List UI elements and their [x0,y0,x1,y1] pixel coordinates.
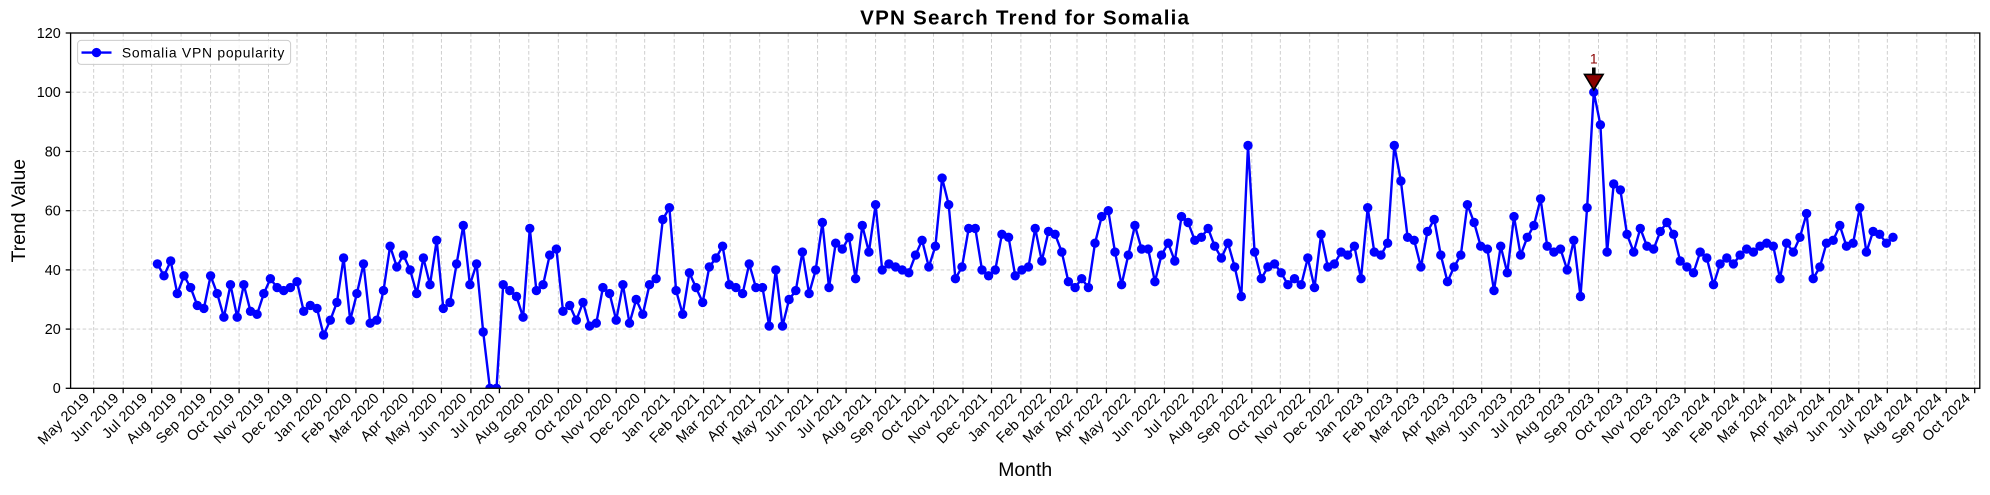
svg-text:40: 40 [45,263,61,279]
svg-text:80: 80 [45,144,61,160]
svg-text:1: 1 [1590,51,1598,67]
svg-text:Trend Value: Trend Value [8,159,30,262]
svg-text:20: 20 [45,322,61,338]
svg-text:100: 100 [37,85,61,101]
svg-text:120: 120 [37,26,61,42]
svg-text:Month: Month [998,459,1052,481]
svg-text:60: 60 [45,204,61,220]
svg-text:Somalia VPN popularity: Somalia VPN popularity [122,44,285,60]
svg-text:0: 0 [53,381,61,397]
svg-text:VPN Search Trend for Somalia: VPN Search Trend for Somalia [860,7,1190,30]
